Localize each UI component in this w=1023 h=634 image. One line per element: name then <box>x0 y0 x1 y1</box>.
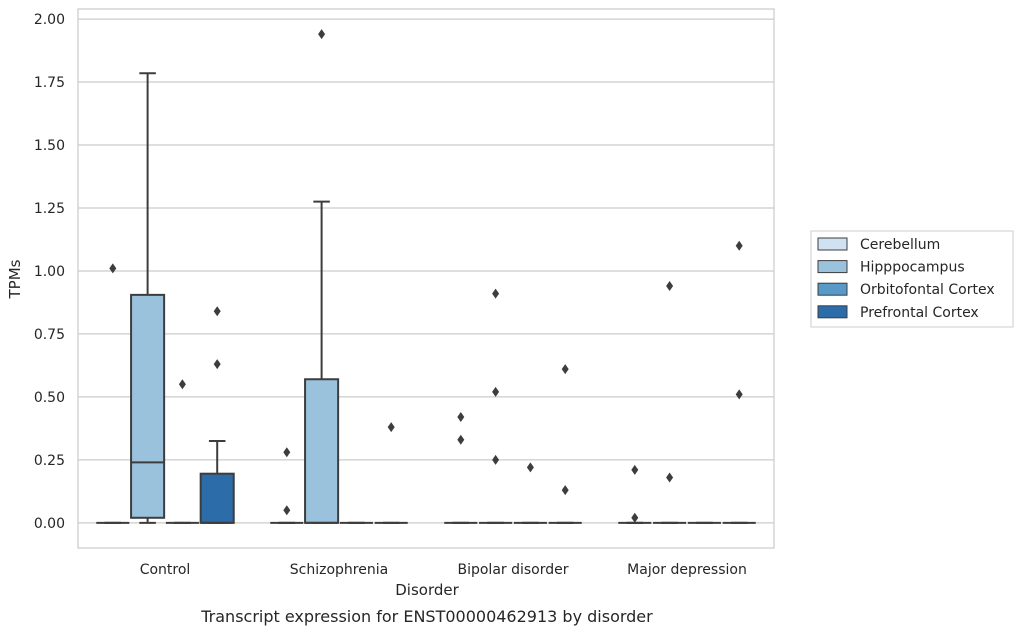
box-group <box>513 462 547 524</box>
box-group <box>130 72 166 524</box>
outlier-point <box>283 505 291 516</box>
outlier-point <box>492 288 500 299</box>
box-group <box>722 240 756 524</box>
y-tick-label: 0.75 <box>34 327 65 343</box>
box-group <box>165 379 199 524</box>
legend-swatch <box>817 260 848 274</box>
y-tick-label: 1.75 <box>34 75 65 91</box>
outlier-point <box>631 464 639 475</box>
box-body <box>304 378 340 524</box>
outlier-point <box>561 364 569 375</box>
grid-lines <box>78 18 774 524</box>
y-tick-label: 0.50 <box>34 390 65 406</box>
plot-frame <box>77 8 775 549</box>
x-tick-labels: Control Schizophrenia Bipolar disorder Majo… <box>140 562 747 578</box>
y-tick-label: 0.00 <box>34 516 65 532</box>
y-tick-label: 2.00 <box>34 12 65 28</box>
y-tick-label: 1.50 <box>34 138 65 154</box>
y-axis-label: TPMs <box>6 259 24 299</box>
y-tick-label: 1.00 <box>34 264 65 280</box>
outlier-point <box>631 512 639 523</box>
box-group <box>304 29 340 524</box>
outlier-point <box>561 485 569 496</box>
box-group <box>96 263 130 524</box>
x-tick-label: Bipolar disorder <box>457 562 568 578</box>
y-tick-labels: 0.00 0.25 0.50 0.75 1.00 1.25 1.50 1.75 2.00 <box>34 12 65 532</box>
outlier-point <box>457 412 465 423</box>
box-group <box>270 447 304 524</box>
box-group <box>199 306 235 524</box>
x-tick-label: Major depression <box>627 562 747 578</box>
legend: Cerebellum Hipppocampus Orbitofontal Corte… <box>810 230 1014 328</box>
x-tick-label: Control <box>140 562 191 578</box>
x-tick-label: Schizophrenia <box>290 562 388 578</box>
outlier-point <box>666 472 674 483</box>
plot-background <box>78 9 774 548</box>
outlier-point <box>457 434 465 445</box>
box-body <box>130 293 166 519</box>
legend-label: Hipppocampus <box>860 260 965 276</box>
outlier-point <box>387 422 395 433</box>
outlier-point <box>318 29 326 40</box>
outlier-point <box>213 306 221 317</box>
legend-label: Cerebellum <box>860 237 940 253</box>
outlier-point <box>666 281 674 292</box>
outlier-point <box>735 389 743 400</box>
chart-caption: Transcript expression for ENST0000046291… <box>200 607 653 626</box>
outlier-point <box>178 379 186 390</box>
outlier-point <box>492 386 500 397</box>
box-group <box>548 364 582 524</box>
box-body <box>199 472 235 524</box>
y-tick-label: 0.25 <box>34 453 65 469</box>
outlier-point <box>735 240 743 251</box>
box-groups <box>96 29 756 524</box>
legend-swatch <box>817 305 848 319</box>
y-tick-label: 1.25 <box>34 201 65 217</box>
box-group <box>444 412 478 524</box>
x-axis-label: Disorder <box>395 581 459 599</box>
outlier-point <box>526 462 534 473</box>
legend-label: Orbitofontal Cortex <box>860 282 995 298</box>
outlier-point <box>283 447 291 458</box>
box-group <box>479 288 513 524</box>
legend-swatch <box>817 282 848 296</box>
box-group <box>618 464 652 524</box>
box-group <box>653 281 687 524</box>
box-group <box>374 422 408 524</box>
outlier-point <box>109 263 117 274</box>
outlier-point <box>492 454 500 465</box>
outlier-point <box>213 359 221 370</box>
legend-swatch <box>817 237 848 251</box>
legend-label: Prefrontal Cortex <box>860 305 979 321</box>
